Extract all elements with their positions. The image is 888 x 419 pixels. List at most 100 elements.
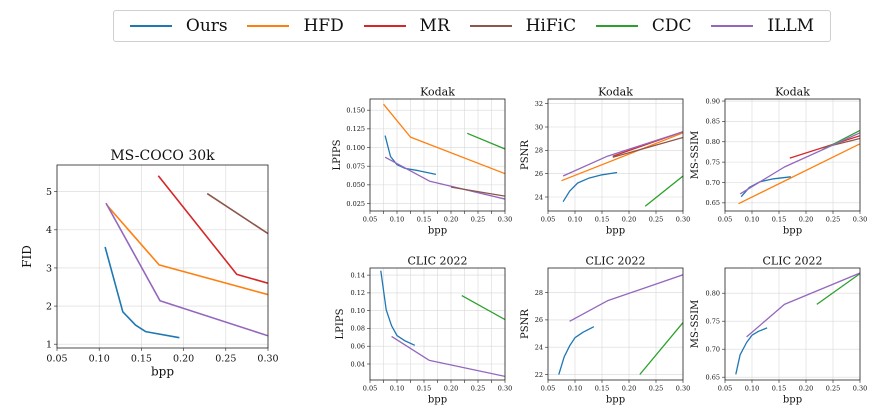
series-line-hfd bbox=[738, 143, 860, 205]
x-tick-label: 0.20 bbox=[622, 385, 636, 393]
x-tick-label: 0.15 bbox=[772, 385, 786, 393]
plot-frame bbox=[56, 164, 269, 349]
y-axis-label: LPIPS bbox=[335, 308, 346, 339]
y-tick-label: 0.050 bbox=[346, 181, 365, 189]
legend-item-mr: MR bbox=[363, 16, 450, 36]
y-tick-label: 0.65 bbox=[706, 373, 720, 381]
y-tick-label: 0.100 bbox=[346, 144, 365, 152]
series-line-ours bbox=[562, 171, 618, 203]
x-tick-label: 0.05 bbox=[46, 354, 67, 365]
y-axis-label: PSNR bbox=[520, 309, 531, 339]
x-tick-label: 0.10 bbox=[390, 385, 404, 393]
y-tick-label: 0.90 bbox=[706, 97, 720, 105]
x-tick-label: 0.25 bbox=[471, 385, 485, 393]
x-tick-label: 0.30 bbox=[498, 216, 512, 224]
legend-swatch bbox=[363, 25, 406, 27]
y-tick-label: 0.10 bbox=[351, 307, 365, 315]
y-axis-label: MS-SSIM bbox=[690, 131, 701, 180]
x-tick-label: 0.10 bbox=[745, 216, 759, 224]
series-line-illm bbox=[384, 156, 505, 200]
x-tick-label: 0.10 bbox=[390, 216, 404, 224]
x-tick-label: 0.10 bbox=[89, 354, 110, 365]
x-axis-label: bpp bbox=[606, 226, 625, 237]
y-axis-label: FID bbox=[20, 245, 34, 268]
series-line-illm bbox=[562, 131, 683, 177]
y-tick-label: 0.85 bbox=[706, 118, 720, 126]
x-tick-label: 0.20 bbox=[173, 354, 194, 365]
y-tick-label: 0.150 bbox=[346, 106, 365, 114]
series-line-cdc bbox=[644, 175, 683, 207]
y-tick-label: 26 bbox=[535, 170, 543, 178]
series-line-illm bbox=[746, 272, 860, 338]
chart-kodak-psnr: 0.05 0.10 0.15 0.20 0.25 0.30 24 26 28 30 32 Kodak b… bbox=[520, 86, 690, 237]
y-tick-label: 2 bbox=[46, 301, 52, 312]
series-line-ours bbox=[558, 326, 595, 375]
y-tick-label: 0.70 bbox=[706, 179, 720, 187]
y-tick-label: 32 bbox=[535, 100, 543, 108]
x-axis-label: bpp bbox=[428, 395, 447, 406]
y-tick-label: 0.14 bbox=[351, 271, 365, 279]
x-tick-label: 0.15 bbox=[772, 216, 786, 224]
y-tick-label: 0.025 bbox=[346, 200, 365, 208]
y-tick-label: 4 bbox=[46, 225, 52, 236]
x-tick-label: 0.25 bbox=[215, 354, 236, 365]
y-tick-label: 0.65 bbox=[706, 199, 720, 207]
x-tick-label: 0.25 bbox=[826, 385, 840, 393]
y-tick-label: 3 bbox=[46, 263, 52, 274]
y-tick-label: 0.125 bbox=[346, 125, 365, 133]
x-tick-label: 0.30 bbox=[498, 385, 512, 393]
legend-swatch bbox=[595, 25, 638, 27]
legend-item-cdc: CDC bbox=[595, 16, 692, 36]
plot-frame bbox=[724, 267, 861, 381]
x-tick-label: 0.05 bbox=[718, 216, 732, 224]
x-axis-label: bpp bbox=[783, 226, 802, 237]
x-tick-label: 0.15 bbox=[595, 385, 609, 393]
x-tick-label: 0.15 bbox=[417, 385, 431, 393]
y-tick-label: 0.70 bbox=[706, 345, 720, 353]
plot-frame bbox=[724, 98, 861, 212]
chart-kodak-lpips: 0.05 0.10 0.15 0.20 0.25 0.30 0.025 0.050 0.075 0… bbox=[332, 86, 512, 237]
x-tick-label: 0.30 bbox=[853, 216, 867, 224]
x-tick-label: 0.10 bbox=[568, 216, 582, 224]
y-tick-label: 0.12 bbox=[351, 289, 365, 297]
series-line-illm bbox=[569, 274, 683, 322]
x-tick-label: 0.05 bbox=[363, 385, 377, 393]
legend-item-ours: Ours bbox=[129, 16, 228, 36]
y-axis-label: PSNR bbox=[520, 140, 531, 170]
y-axis-label: LPIPS bbox=[332, 139, 343, 170]
y-tick-label: 1 bbox=[46, 340, 52, 351]
legend-item-hific: HiFiC bbox=[469, 16, 576, 36]
x-tick-label: 0.20 bbox=[799, 216, 813, 224]
series-line-cdc bbox=[466, 132, 505, 150]
series-line-hific bbox=[612, 136, 683, 158]
x-tick-label: 0.25 bbox=[649, 216, 663, 224]
x-tick-label: 0.25 bbox=[471, 216, 485, 224]
y-tick-label: 30 bbox=[535, 123, 543, 131]
x-tick-label: 0.20 bbox=[622, 216, 636, 224]
chart-clic-msssim: 0.05 0.10 0.15 0.20 0.25 0.30 0.65 0.70 0.75 0.80… bbox=[690, 255, 867, 406]
x-tick-label: 0.15 bbox=[131, 354, 152, 365]
chart-title: CLIC 2022 bbox=[763, 255, 823, 268]
y-tick-label: 5 bbox=[46, 187, 52, 198]
series-line-cdc bbox=[816, 273, 860, 305]
x-axis-label: bpp bbox=[606, 395, 625, 406]
y-tick-label: 24 bbox=[535, 343, 543, 351]
series-line-hific bbox=[450, 186, 505, 197]
series-line-hfd bbox=[106, 204, 268, 296]
plot-frame bbox=[547, 267, 684, 381]
legend-item-hfd: HFD bbox=[247, 16, 344, 36]
series-line-illm bbox=[391, 335, 505, 378]
x-tick-label: 0.15 bbox=[417, 216, 431, 224]
y-axis-label: MS-SSIM bbox=[690, 300, 701, 349]
x-tick-label: 0.05 bbox=[541, 216, 555, 224]
series-line-hfd bbox=[561, 132, 683, 182]
x-tick-label: 0.30 bbox=[257, 354, 278, 365]
x-tick-label: 0.30 bbox=[676, 216, 690, 224]
series-line-cdc bbox=[461, 295, 505, 321]
legend-swatch bbox=[129, 25, 172, 27]
plot-frame bbox=[547, 98, 684, 212]
legend-label: MR bbox=[419, 16, 450, 36]
y-tick-label: 0.06 bbox=[351, 342, 365, 350]
legend-label: HFD bbox=[303, 16, 344, 36]
